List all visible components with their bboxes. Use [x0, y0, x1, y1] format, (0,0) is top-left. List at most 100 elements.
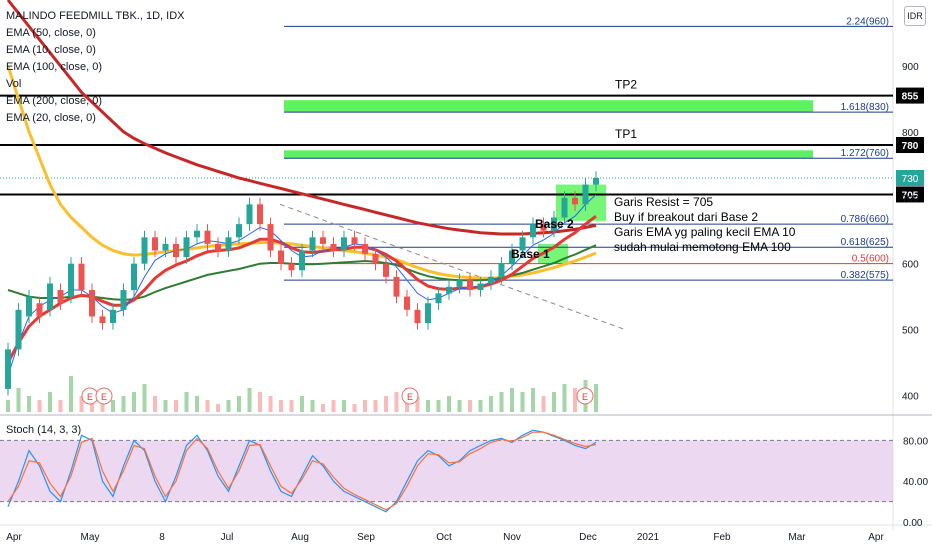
x-tick-label: Oct	[436, 532, 452, 543]
volume-bar	[541, 396, 546, 412]
candle-body	[446, 286, 452, 294]
volume-bar	[69, 376, 73, 412]
candle-body	[57, 290, 64, 304]
volume-bar	[562, 384, 567, 412]
volume-bar	[48, 392, 52, 412]
base2-label: Base 2	[535, 217, 574, 231]
volume-bar	[457, 400, 462, 412]
candle-body	[204, 230, 211, 244]
volume-bar	[279, 400, 283, 412]
candle-body	[99, 316, 106, 324]
legend-vol[interactable]: Vol	[6, 78, 22, 90]
price-tag-label: 855	[902, 92, 919, 103]
earnings-circle	[576, 387, 594, 405]
stoch-tick-label: 80.00	[903, 436, 928, 447]
volume-bar	[174, 400, 178, 412]
candle-body	[68, 263, 74, 297]
candle-body	[425, 303, 431, 324]
tp1-zone	[284, 150, 813, 159]
earnings-letter: E	[87, 392, 93, 402]
candle-body	[173, 243, 179, 258]
volume-bar	[100, 404, 105, 412]
candle-body	[456, 280, 463, 287]
volume-bar	[436, 400, 441, 412]
volume-bar	[594, 384, 598, 412]
price-tag	[896, 87, 924, 104]
candle-body	[257, 204, 263, 225]
candle-body	[341, 237, 347, 251]
earnings-icon: E	[576, 387, 594, 405]
candle-body	[78, 263, 85, 291]
chart-title: MALINDO FEEDMILL TBK., 1D, IDX	[6, 10, 185, 22]
volume-bar	[510, 388, 514, 412]
x-tick-label: May	[81, 532, 100, 543]
earnings-letter: E	[582, 392, 588, 402]
y-tick-label: 500	[902, 326, 919, 337]
legend-ema100[interactable]: EMA (100, close, 0)	[6, 61, 102, 73]
candle-body	[551, 217, 557, 231]
candle-body	[467, 280, 473, 291]
candle-body	[530, 224, 536, 238]
x-tick-label: 2021	[637, 532, 660, 543]
x-tick-label: 8	[159, 532, 165, 543]
x-tick-label: Feb	[713, 532, 731, 543]
volume-bar	[426, 400, 430, 412]
volume-bar	[394, 392, 399, 412]
candle-body	[362, 243, 368, 254]
volume-bar	[373, 400, 378, 412]
candle-body	[152, 237, 158, 251]
candle-body	[309, 237, 316, 251]
candle-body	[288, 263, 295, 271]
volume-bar	[384, 396, 388, 412]
stoch-tick-label: 0.00	[903, 518, 923, 529]
candle-body	[404, 296, 410, 310]
volume-bar	[111, 400, 115, 412]
volume-bar	[37, 400, 42, 412]
earnings-circle	[95, 387, 113, 405]
base1-label: Base 1	[511, 247, 550, 261]
candle-body	[351, 237, 358, 244]
candle-body	[194, 230, 200, 238]
volume-bar	[489, 396, 493, 412]
last-price-tag	[896, 169, 924, 186]
volume-bar	[300, 396, 304, 412]
candle-body	[414, 309, 421, 324]
candle-body	[393, 276, 400, 297]
volume-bar	[132, 392, 136, 412]
candle-body	[225, 237, 232, 251]
volume-bar	[142, 384, 147, 412]
legend-ema50[interactable]: EMA (50, close, 0)	[6, 27, 96, 39]
earnings-letter: E	[407, 392, 413, 402]
volume-bar	[468, 400, 472, 412]
annotation-note: Garis EMA yg paling kecil EMA 10	[614, 225, 796, 239]
candle-body	[519, 237, 526, 251]
candle-body	[372, 253, 379, 264]
volume-bar	[79, 396, 84, 412]
fib-label: 2.24(960)	[846, 16, 889, 27]
candle-body	[477, 283, 484, 291]
volume-bar	[552, 392, 556, 412]
legend-ema200[interactable]: EMA (200, close, 0)	[6, 95, 102, 107]
legend-ema20[interactable]: EMA (20, close, 0)	[6, 112, 96, 124]
candle-body	[162, 243, 169, 251]
candle-body	[572, 197, 578, 205]
volume-bar	[184, 392, 189, 412]
volume-bar	[478, 400, 483, 412]
stoch-k-line	[7, 429, 597, 513]
volume-bar	[205, 400, 210, 412]
volume-bar	[447, 396, 451, 412]
x-tick-label: Dec	[579, 532, 597, 543]
candle-body	[561, 197, 568, 218]
currency-badge[interactable]: IDR	[904, 6, 926, 26]
candle-body	[141, 237, 148, 264]
ema200-line	[6, 0, 597, 236]
candle-body	[236, 224, 242, 238]
legend-ema10[interactable]: EMA (10, close, 0)	[6, 44, 96, 56]
y-tick-label: 400	[902, 392, 919, 403]
y-tick-label: 700	[902, 194, 919, 205]
stoch-label[interactable]: Stoch (14, 3, 3)	[6, 424, 82, 436]
volume-bar	[363, 400, 367, 412]
candle-body	[498, 263, 505, 277]
price-tag	[896, 186, 924, 203]
